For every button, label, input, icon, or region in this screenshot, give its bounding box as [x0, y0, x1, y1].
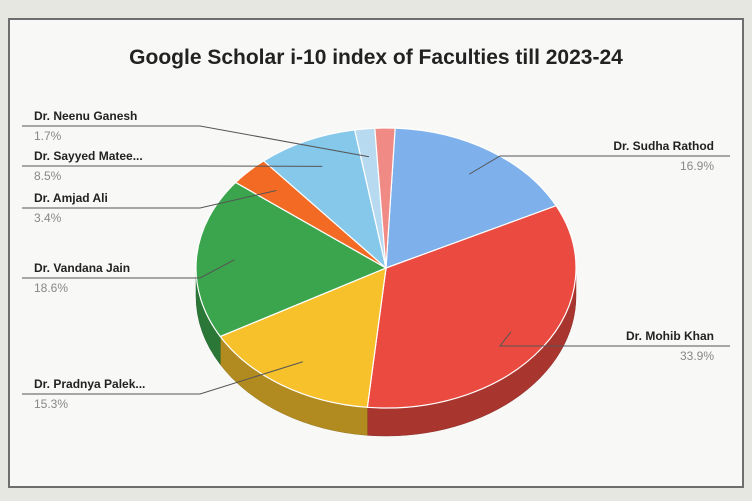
slice-percent-1: 33.9%	[680, 349, 714, 363]
slice-percent-4: 3.4%	[34, 211, 62, 225]
pie-slice-2	[219, 267, 387, 408]
leader-line-1	[498, 331, 730, 347]
pie-slices	[195, 127, 577, 409]
leader-line-2	[22, 361, 303, 395]
slice-percent-0: 16.9%	[680, 159, 714, 173]
pie-slice-5	[262, 129, 387, 270]
pie-slice-7	[374, 127, 396, 269]
leader-line-0	[468, 155, 730, 175]
chart-title: Google Scholar i-10 index of Faculties t…	[129, 46, 623, 69]
slice-percent-3: 18.6%	[34, 281, 68, 295]
slice-label-2: Dr. Pradnya Palek...	[34, 377, 145, 391]
slice-label-1: Dr. Mohib Khan	[626, 329, 714, 343]
leader-line-3	[22, 259, 235, 279]
slice-label-3: Dr. Vandana Jain	[34, 261, 130, 275]
pie-slice-1	[366, 205, 577, 409]
slice-label-0: Dr. Sudha Rathod	[613, 139, 714, 153]
slice-percent-2: 15.3%	[34, 397, 68, 411]
pie-slice-0	[385, 127, 558, 269]
slice-percent-5: 8.5%	[34, 169, 62, 183]
pie-labels: Dr. Sudha Rathod 16.9% Dr. Mohib Khan 33.9%…	[22, 109, 730, 411]
leader-line-6	[22, 125, 370, 158]
slice-label-4: Dr. Amjad Ali	[34, 191, 108, 205]
slice-label-6: Dr. Neenu Ganesh	[34, 109, 137, 123]
slice-label-5: Dr. Sayyed Matee...	[34, 149, 143, 163]
slice-percent-6: 1.7%	[34, 129, 62, 143]
pie-slice-3	[195, 181, 388, 338]
leader-line-4	[22, 190, 277, 209]
